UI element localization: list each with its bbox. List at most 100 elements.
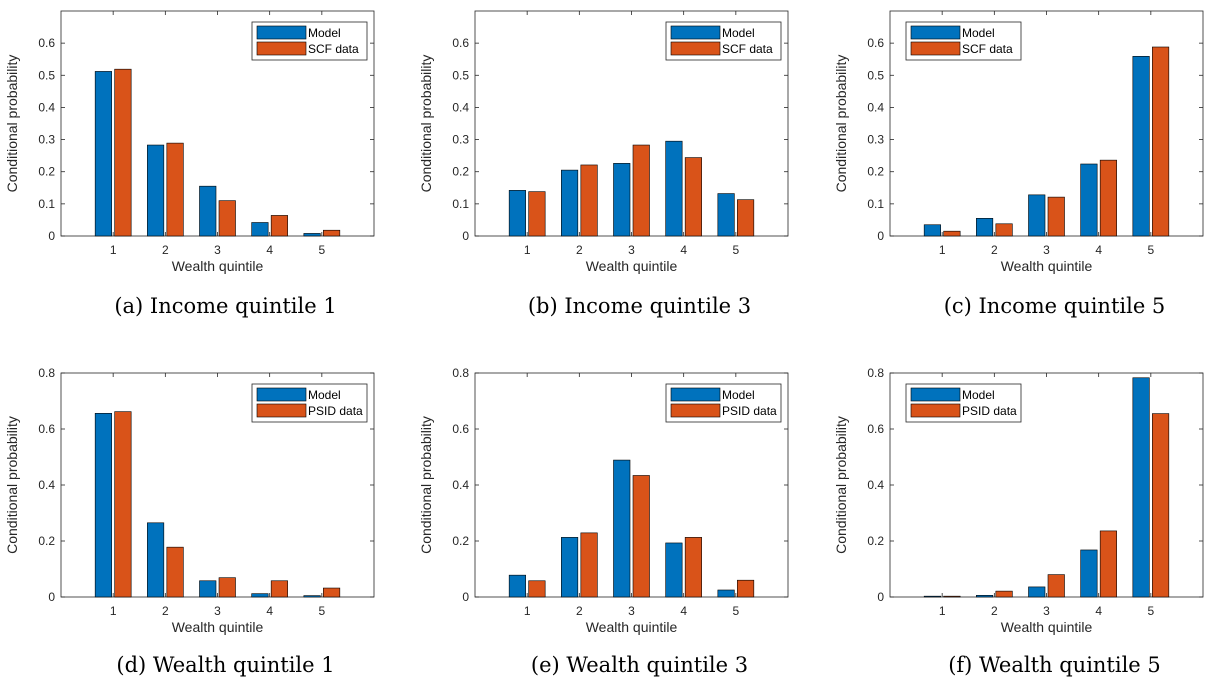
chart-panel-1: 0 0.1 0.2 0.3 0.4 0.5 0.6 1 2 3 4 5 Wealth quintile C… bbox=[4, 10, 375, 318]
y-tick-label: 0 bbox=[48, 590, 55, 604]
legend-swatch-model bbox=[256, 25, 307, 40]
legend-label: Model bbox=[308, 388, 341, 402]
y-tick-label: 0.1 bbox=[867, 197, 884, 211]
legend: Model PSID data bbox=[251, 383, 368, 423]
bar-model bbox=[976, 218, 994, 237]
legend-swatch-data bbox=[670, 41, 721, 56]
legend: Model PSID data bbox=[905, 383, 1022, 423]
y-axis-label: Conditional probability bbox=[4, 416, 20, 554]
x-tick-label: 2 bbox=[162, 243, 169, 257]
x-tick-label: 3 bbox=[628, 243, 635, 257]
x-tick-label: 4 bbox=[266, 243, 273, 257]
y-tick-label: 0.5 bbox=[38, 68, 55, 82]
bar-data bbox=[323, 229, 341, 237]
bar-model bbox=[303, 233, 321, 237]
x-tick-label: 5 bbox=[318, 604, 325, 618]
bar-model bbox=[303, 595, 321, 598]
bar-data bbox=[528, 580, 546, 598]
x-tick-label: 5 bbox=[732, 604, 739, 618]
y-tick-label: 0.2 bbox=[867, 165, 884, 179]
bar-model bbox=[923, 595, 941, 598]
x-tick-label: 4 bbox=[1095, 243, 1102, 257]
bar-data bbox=[1047, 196, 1065, 237]
y-tick-label: 0.3 bbox=[867, 133, 884, 147]
bar-model bbox=[1028, 194, 1046, 237]
bar-data bbox=[995, 590, 1013, 598]
y-tick-label: 0.8 bbox=[38, 366, 55, 380]
bar-model bbox=[508, 190, 526, 237]
panel-caption: (f) Wealth quintile 5 bbox=[948, 653, 1161, 677]
y-tick-label: 0.8 bbox=[452, 366, 469, 380]
bar-model bbox=[147, 144, 165, 237]
panel-caption: (b) Income quintile 3 bbox=[528, 294, 751, 318]
y-tick-label: 0.4 bbox=[38, 478, 55, 492]
bar-data bbox=[943, 230, 961, 237]
bar-model bbox=[251, 593, 269, 598]
legend-label: Model bbox=[308, 26, 341, 40]
bar-data bbox=[684, 537, 702, 598]
legend-swatch-model bbox=[910, 25, 961, 40]
chart-panel-2: 0 0.1 0.2 0.3 0.4 0.5 0.6 1 2 3 4 5 Wealth quintile C… bbox=[418, 10, 789, 318]
bar-model bbox=[923, 224, 941, 237]
bar-model bbox=[717, 193, 735, 237]
x-tick-label: 5 bbox=[318, 243, 325, 257]
x-axis-label: Wealth quintile bbox=[172, 619, 264, 635]
legend: Model SCF data bbox=[905, 21, 1022, 61]
bar-model bbox=[613, 163, 631, 237]
y-tick-label: 0.6 bbox=[867, 36, 884, 50]
legend-label: PSID data bbox=[962, 404, 1017, 418]
x-tick-label: 2 bbox=[162, 604, 169, 618]
y-tick-label: 0.6 bbox=[452, 36, 469, 50]
legend-label: SCF data bbox=[962, 42, 1013, 56]
bar-data bbox=[1099, 159, 1117, 237]
legend-label: Model bbox=[722, 26, 755, 40]
bar-data bbox=[943, 595, 961, 598]
y-tick-label: 0.2 bbox=[38, 534, 55, 548]
legend-swatch-model bbox=[910, 387, 961, 402]
y-tick-label: 0.4 bbox=[452, 100, 469, 114]
bar-model bbox=[94, 413, 112, 598]
bar-data bbox=[270, 215, 288, 237]
x-tick-label: 3 bbox=[1043, 604, 1050, 618]
y-tick-label: 0.3 bbox=[452, 133, 469, 147]
x-tick-label: 5 bbox=[1147, 243, 1154, 257]
legend-label: SCF data bbox=[722, 42, 773, 56]
bar-data bbox=[1152, 46, 1170, 237]
x-tick-label: 3 bbox=[1043, 243, 1050, 257]
bar-data bbox=[737, 199, 755, 237]
x-tick-label: 2 bbox=[576, 604, 583, 618]
bar-data bbox=[1152, 413, 1170, 598]
bar-model bbox=[147, 522, 165, 598]
legend-swatch-data bbox=[256, 41, 307, 56]
y-tick-label: 0.5 bbox=[452, 68, 469, 82]
bar-model bbox=[665, 542, 683, 598]
legend: Model SCF data bbox=[665, 21, 782, 61]
bar-model bbox=[1132, 377, 1150, 598]
y-tick-label: 0.6 bbox=[867, 422, 884, 436]
y-tick-label: 0.4 bbox=[452, 478, 469, 492]
y-tick-label: 0 bbox=[462, 229, 469, 243]
panel-caption: (a) Income quintile 1 bbox=[114, 294, 336, 318]
panel-caption: (c) Income quintile 5 bbox=[944, 294, 1166, 318]
bar-data bbox=[528, 191, 546, 237]
chart-panel-6: 0 0.2 0.4 0.6 0.8 1 2 3 4 5 Wealth quintile Conditi… bbox=[833, 366, 1204, 677]
x-axis-label: Wealth quintile bbox=[1001, 619, 1093, 635]
legend-swatch-model bbox=[256, 387, 307, 402]
x-tick-label: 1 bbox=[939, 243, 946, 257]
y-tick-label: 0.2 bbox=[867, 534, 884, 548]
x-tick-label: 4 bbox=[266, 604, 273, 618]
bar-model bbox=[251, 222, 269, 237]
y-axis-label: Conditional probability bbox=[833, 416, 849, 554]
bar-data bbox=[270, 580, 288, 598]
bar-model bbox=[1080, 549, 1098, 598]
x-tick-label: 4 bbox=[680, 243, 687, 257]
x-tick-label: 1 bbox=[110, 243, 117, 257]
legend-label: Model bbox=[722, 388, 755, 402]
y-tick-label: 0.8 bbox=[867, 366, 884, 380]
legend-swatch-data bbox=[910, 403, 961, 418]
y-tick-label: 0.2 bbox=[452, 534, 469, 548]
bar-model bbox=[561, 537, 579, 598]
bar-data bbox=[632, 144, 650, 237]
panel-caption: (e) Wealth quintile 3 bbox=[531, 653, 748, 677]
x-tick-label: 4 bbox=[1095, 604, 1102, 618]
